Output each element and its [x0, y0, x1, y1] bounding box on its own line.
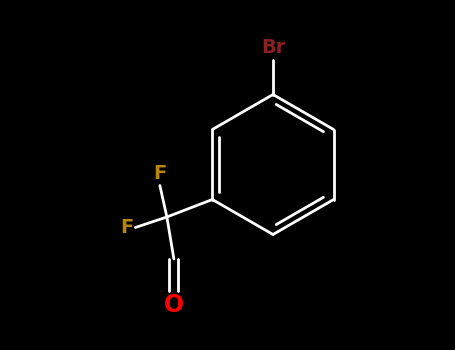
Text: O: O	[164, 293, 184, 317]
Text: Br: Br	[261, 38, 285, 57]
Text: F: F	[153, 164, 167, 183]
Text: F: F	[121, 218, 134, 237]
